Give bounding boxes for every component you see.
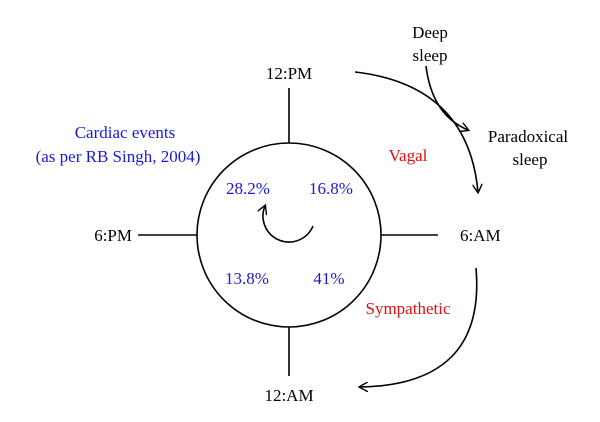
phase-vagal: Vagal: [389, 146, 428, 165]
label-6am: 6:AM: [460, 226, 501, 245]
clock-circle: [196, 142, 382, 328]
paradoxical-sleep-line2: sleep: [513, 150, 548, 169]
quadrant-bottom-right: 41%: [313, 269, 344, 288]
cardiac-events-title: Cardiac events: [75, 123, 176, 142]
rotation-arrow: [263, 206, 314, 243]
label-6pm: 6:PM: [94, 226, 132, 245]
label-12am: 12:AM: [264, 386, 313, 405]
phase-sympathetic: Sympathetic: [366, 299, 451, 318]
arrow-morning-to-midnight: [360, 267, 478, 387]
paradoxical-sleep-line1: Paradoxical: [488, 127, 569, 146]
quadrant-bottom-left: 13.8%: [225, 269, 269, 288]
arrow-deep-to-paradoxical: [425, 65, 468, 130]
cardiac-events-source: (as per RB Singh, 2004): [36, 147, 201, 166]
arrow-noon-to-morning: [354, 71, 478, 192]
quadrant-top-right: 16.8%: [309, 179, 353, 198]
label-12pm: 12:PM: [266, 64, 312, 83]
quadrant-top-left: 28.2%: [226, 179, 270, 198]
deep-sleep-line1: Deep: [412, 23, 448, 42]
deep-sleep-line2: sleep: [413, 46, 448, 65]
